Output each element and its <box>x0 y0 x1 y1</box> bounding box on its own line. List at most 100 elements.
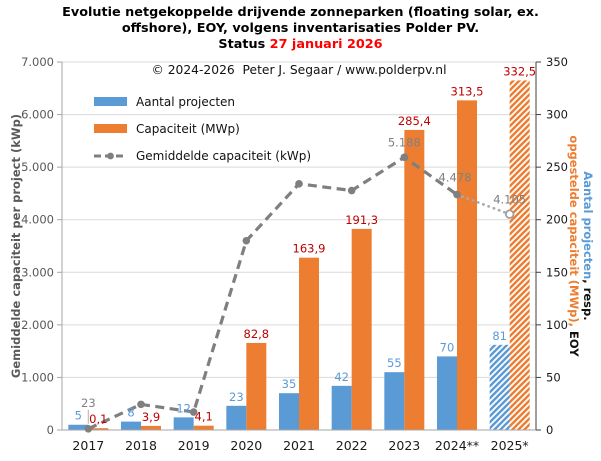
bar-aantal-2020 <box>226 405 247 430</box>
right-tick-label: 150 <box>546 265 568 279</box>
bar-aantal-2021 <box>279 393 299 430</box>
label-aantal-2022: 42 <box>334 370 349 384</box>
bar-aantal-2017 <box>68 424 89 430</box>
right-tick-label: 300 <box>546 108 568 122</box>
right-axis-title-resp: , resp. <box>581 279 595 321</box>
left-tick-label: 5.000 <box>21 160 54 174</box>
right-axis-title-capacity: opgestelde capaciteit (MWp), <box>567 135 581 328</box>
line-marker-2020 <box>242 236 251 245</box>
x-tick-label-2024**: 2024** <box>435 438 479 453</box>
right-axis-title-line2: opgestelde capaciteit (MWp), EOY <box>567 135 581 356</box>
label-capaciteit-2022: 191,3 <box>345 213 378 227</box>
x-axis-tick-labels: 2017 2018 2019 2020 2021 2022 2023 2024** 2025* <box>72 438 528 453</box>
bar-aantal-2018 <box>121 421 141 430</box>
label-capaciteit-2021: 163,9 <box>293 242 326 256</box>
label-capaciteit-2024**: 313,5 <box>451 84 484 98</box>
bar-aantal-2024** <box>437 356 457 430</box>
label-aantal-2023: 55 <box>387 356 402 370</box>
legend-label-aantal-projecten: Aantal projecten <box>136 94 236 109</box>
chart-status-line: Status 27 januari 2026 <box>0 37 601 53</box>
label-gemiddelde-2023: 5.188 <box>388 135 421 149</box>
legend-item-gemiddelde-capaciteit: Gemiddelde capaciteit (kWp) <box>94 142 311 169</box>
status-prefix: Status <box>218 37 270 52</box>
bar-aantal-2025* <box>489 344 510 430</box>
right-axis-title-projects: Aantal projecten <box>581 171 595 280</box>
line-marker-2022 <box>347 186 356 195</box>
label-capaciteit-2019: 4,1 <box>195 410 213 424</box>
bar-capaciteit-2021 <box>299 257 319 430</box>
bar-aantal-2019 <box>173 417 194 430</box>
capaciteit-bars <box>88 80 530 431</box>
right-tick-label: 50 <box>546 370 561 384</box>
legend-swatch-orange-bar <box>94 124 127 133</box>
left-tick-label: 4.000 <box>21 213 54 227</box>
right-tick-label: 250 <box>546 160 568 174</box>
x-tick-label-2021: 2021 <box>283 438 315 453</box>
bar-capaciteit-2024** <box>457 100 477 431</box>
right-tick-label: 0 <box>546 423 553 437</box>
left-axis-tick-labels: 0 1.000 2.000 3.000 4.000 5.000 6.000 7.000 <box>21 55 54 437</box>
right-tick-label: 350 <box>546 55 568 69</box>
label-gemiddelde-2017: 23 <box>81 396 96 410</box>
gemiddelde-capaciteit-line <box>84 153 515 433</box>
legend-item-aantal-projecten: Aantal projecten <box>94 88 311 115</box>
right-tick-label: 200 <box>546 213 568 227</box>
label-aantal-2025*: 81 <box>492 329 507 343</box>
x-tick-label-2023: 2023 <box>388 438 420 453</box>
right-axis-title: Aantal projecten, resp. opgestelde capac… <box>567 135 595 356</box>
legend-label-capaciteit: Capaciteit (MWp) <box>136 121 240 136</box>
right-axis-title-line1: Aantal projecten, resp. <box>581 135 595 356</box>
right-axis-title-eoy: EOY <box>567 327 581 357</box>
legend-swatch-dashed-line-icon <box>94 152 127 160</box>
bar-capaciteit-2022 <box>351 228 372 430</box>
label-aantal-2021: 35 <box>282 377 297 391</box>
label-aantal-2020: 23 <box>229 390 244 404</box>
bar-capaciteit-2020 <box>246 342 267 430</box>
bar-capaciteit-2019 <box>193 425 214 430</box>
legend-label-gemiddelde-capaciteit: Gemiddelde capaciteit (kWp) <box>136 148 312 163</box>
axes <box>57 61 541 431</box>
bar-capaciteit-2017 <box>88 428 109 430</box>
bar-capaciteit-2023 <box>404 129 425 430</box>
label-capaciteit-2018: 3,9 <box>142 410 160 424</box>
bar-aantal-2022 <box>331 385 352 430</box>
bar-capaciteit-2025* <box>509 80 530 431</box>
aantal-projecten-bars <box>68 344 510 430</box>
right-axis-tick-labels: 0 50 100 150 200 250 300 350 <box>546 55 568 437</box>
x-tick-label-2017: 2017 <box>72 438 104 453</box>
left-tick-label: 2.000 <box>21 318 54 332</box>
bar-capaciteit-2018 <box>141 425 161 430</box>
status-date: 27 januari 2026 <box>269 37 383 52</box>
bar-aantal-2023 <box>384 372 405 430</box>
chart-title-line2: offshore), EOY, volgens inventarisaties … <box>121 21 480 36</box>
line-marker-2018 <box>137 400 145 409</box>
label-gemiddelde-2025*: 4.105 <box>493 193 526 207</box>
x-tick-label-2020: 2020 <box>230 438 262 453</box>
legend-item-capaciteit: Capaciteit (MWp) <box>94 115 311 142</box>
label-capaciteit-2020: 82,8 <box>244 327 270 341</box>
left-tick-label: 0 <box>47 423 54 437</box>
label-capaciteit-2017: 0,1 <box>89 412 107 426</box>
left-tick-label: 1.000 <box>21 370 54 384</box>
copyright-text: © 2024-2026 Peter J. Segaar / www.polder… <box>151 63 447 77</box>
x-tick-label-2019: 2019 <box>178 438 210 453</box>
line-marker-2019 <box>189 408 198 416</box>
left-tick-label: 6.000 <box>21 108 54 122</box>
line-marker-2021 <box>295 180 303 188</box>
line-marker-open-2025* <box>504 209 515 219</box>
x-tick-label-2022: 2022 <box>336 438 368 453</box>
legend: Aantal projecten Capaciteit (MWp) Gemidd… <box>94 88 311 169</box>
label-capaciteit-2023: 285,4 <box>398 114 431 128</box>
left-axis-title: Gemiddelde capaciteit per project (kWp) <box>9 113 23 379</box>
label-aantal-2017: 5 <box>75 409 82 423</box>
data-labels: 5 0,1 8 3,9 12 4,1 23 82,8 35 163,9 42 191,3 55 285,4… <box>75 64 536 426</box>
right-tick-label: 100 <box>546 318 568 332</box>
label-aantal-2019: 12 <box>176 401 191 415</box>
label-gemiddelde-2024**: 4.478 <box>439 171 472 185</box>
line-marker-2017 <box>84 424 93 433</box>
legend-swatch-blue-bar <box>94 97 127 106</box>
chart-title-line1: Evolutie netgekoppelde drijvende zonnepa… <box>62 5 539 20</box>
x-tick-label-2018: 2018 <box>125 438 157 453</box>
